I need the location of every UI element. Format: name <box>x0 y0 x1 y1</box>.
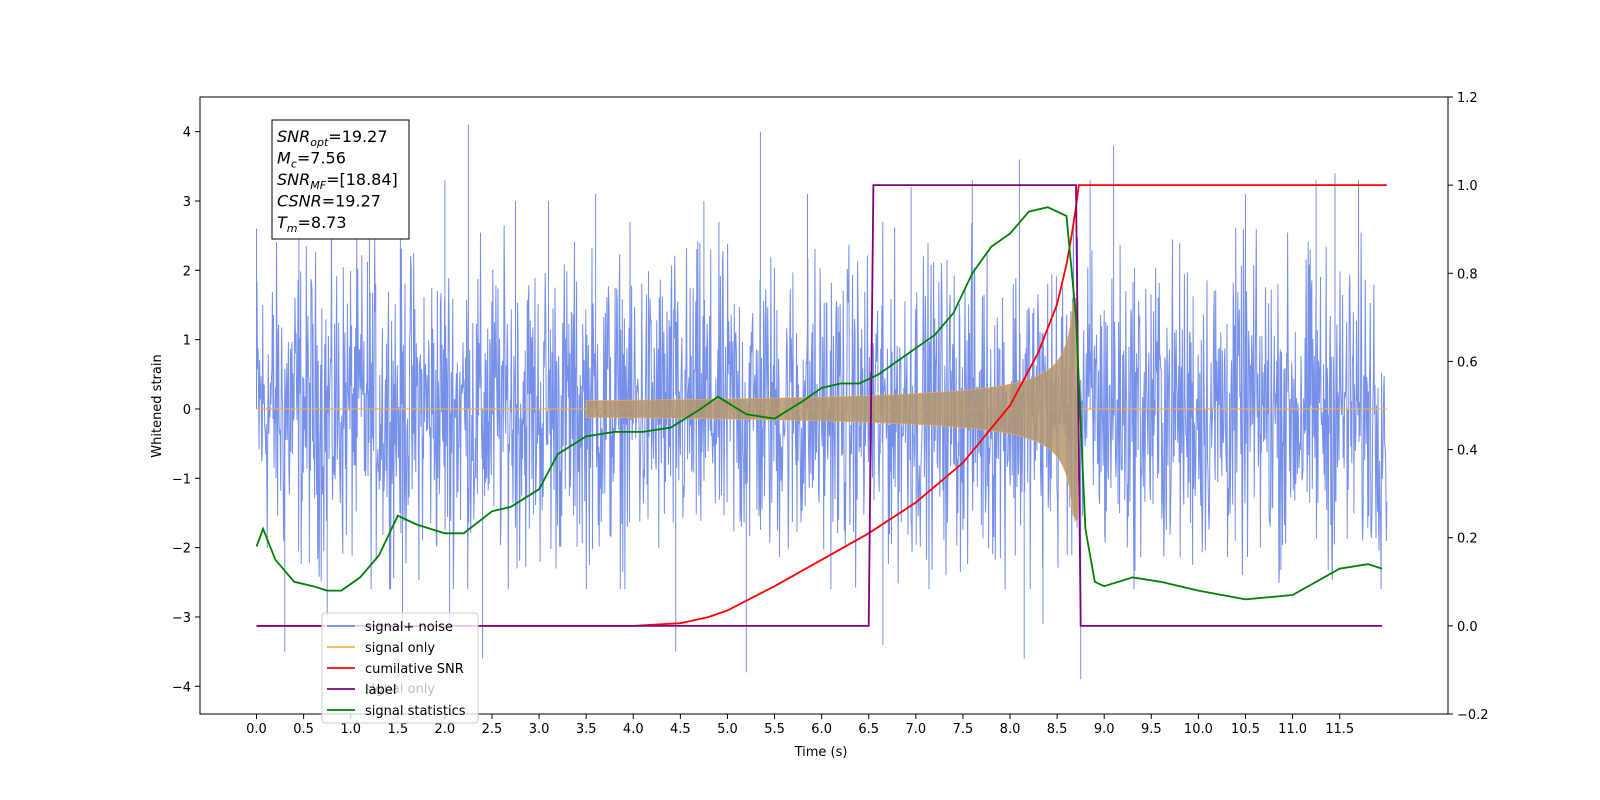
y-right-tick-label: 1.0 <box>1457 179 1478 194</box>
y-left-tick-label: 3 <box>183 195 191 210</box>
y-right-tick-label: 1.2 <box>1457 91 1478 106</box>
x-tick-label: 6.5 <box>858 722 879 737</box>
x-axis-ticks: 0.0 0.5 1.0 1.5 2.0 2.5 3.0 3.5 4.0 4.5 5.0 5.5 6.0 6… <box>246 714 1354 737</box>
y-left-tick-label: 0 <box>183 403 191 418</box>
annotation-line: SNRopt=19.27 <box>277 127 388 149</box>
annotation-line: SNRMF=[18.84] <box>277 170 398 192</box>
plot-frame <box>199 96 1449 715</box>
x-tick-label: 9.5 <box>1141 722 1162 737</box>
series-signal-only-chirp <box>585 297 1079 521</box>
y-left-tick-label: 1 <box>183 334 191 349</box>
legend-frame <box>321 612 479 724</box>
y-right-tick-label: 0.8 <box>1457 267 1478 282</box>
x-tick-label: 8.5 <box>1047 722 1068 737</box>
series-label <box>256 184 1383 627</box>
y-right-tick-label: 0.2 <box>1457 532 1478 547</box>
x-tick-label: 3.5 <box>576 722 597 737</box>
y-axis-label: Whitened strain <box>150 354 165 457</box>
annotation-line: Mc=7.56 <box>277 149 346 171</box>
legend-label: signal only <box>365 641 435 656</box>
x-tick-label: 10.5 <box>1231 722 1260 737</box>
legend-label: signal+ noise <box>365 620 453 635</box>
legend-label: signal statistics <box>365 704 466 719</box>
x-tick-label: 0.5 <box>293 722 314 737</box>
y-left-tick-label: −3 <box>172 611 191 626</box>
x-tick-label: 6.0 <box>811 722 832 737</box>
x-tick-label: 9.0 <box>1094 722 1115 737</box>
stats-annotation-box: SNRopt=19.27Mc=7.56SNRMF=[18.84]CSNR=19.… <box>271 119 410 240</box>
x-tick-label: 11.5 <box>1325 722 1354 737</box>
x-tick-label: 7.5 <box>953 722 974 737</box>
annotation-line: Tm=8.73 <box>277 213 347 235</box>
x-tick-label: 1.5 <box>387 722 408 737</box>
x-tick-label: 0.0 <box>246 722 267 737</box>
y-right-tick-label: 0.0 <box>1457 620 1478 635</box>
series-signal-noise <box>256 124 1388 680</box>
x-tick-label: 5.0 <box>717 722 738 737</box>
series-signal-statistics <box>255 206 1383 601</box>
y-right-tick-label: −0.2 <box>1457 708 1489 723</box>
y-left-tick-label: 4 <box>183 126 191 141</box>
x-tick-label: 11.0 <box>1278 722 1307 737</box>
x-tick-label: 2.5 <box>482 722 503 737</box>
y-left-tick-label: −2 <box>172 542 191 557</box>
x-tick-label: 1.0 <box>340 722 361 737</box>
legend-occluded-text: signal only <box>365 682 435 697</box>
x-tick-label: 4.0 <box>623 722 644 737</box>
x-tick-label: 10.0 <box>1184 722 1213 737</box>
x-tick-label: 4.5 <box>670 722 691 737</box>
legend-label: label <box>365 683 396 698</box>
x-tick-label: 8.0 <box>1000 722 1021 737</box>
y-right-tick-label: 0.4 <box>1457 444 1478 459</box>
annotation-line: CSNR=19.27 <box>277 192 381 211</box>
y-left-tick-label: 2 <box>183 264 191 279</box>
y-left-tick-label: −4 <box>172 680 191 695</box>
y-axis-right-ticks: 1.2 1.0 0.8 0.6 0.4 0.2 0.0 −0.2 <box>1448 91 1489 723</box>
x-axis-label: Time (s) <box>794 745 848 760</box>
x-tick-label: 7.0 <box>905 722 926 737</box>
legend: signal only signal+ noise signal only cumil… <box>321 612 479 724</box>
series-layer <box>255 124 1388 680</box>
legend-label: cumilative SNR <box>365 662 464 677</box>
x-tick-label: 3.0 <box>529 722 550 737</box>
x-tick-label: 2.0 <box>435 722 456 737</box>
y-axis-left-ticks: 4 3 2 1 0 −1 −2 −3 −4 <box>172 126 200 695</box>
y-right-tick-label: 0.6 <box>1457 355 1478 370</box>
series-cumilative-snr <box>256 184 1387 627</box>
x-tick-label: 5.5 <box>764 722 785 737</box>
annotation-frame <box>271 119 410 240</box>
y-left-tick-label: −1 <box>172 472 191 487</box>
